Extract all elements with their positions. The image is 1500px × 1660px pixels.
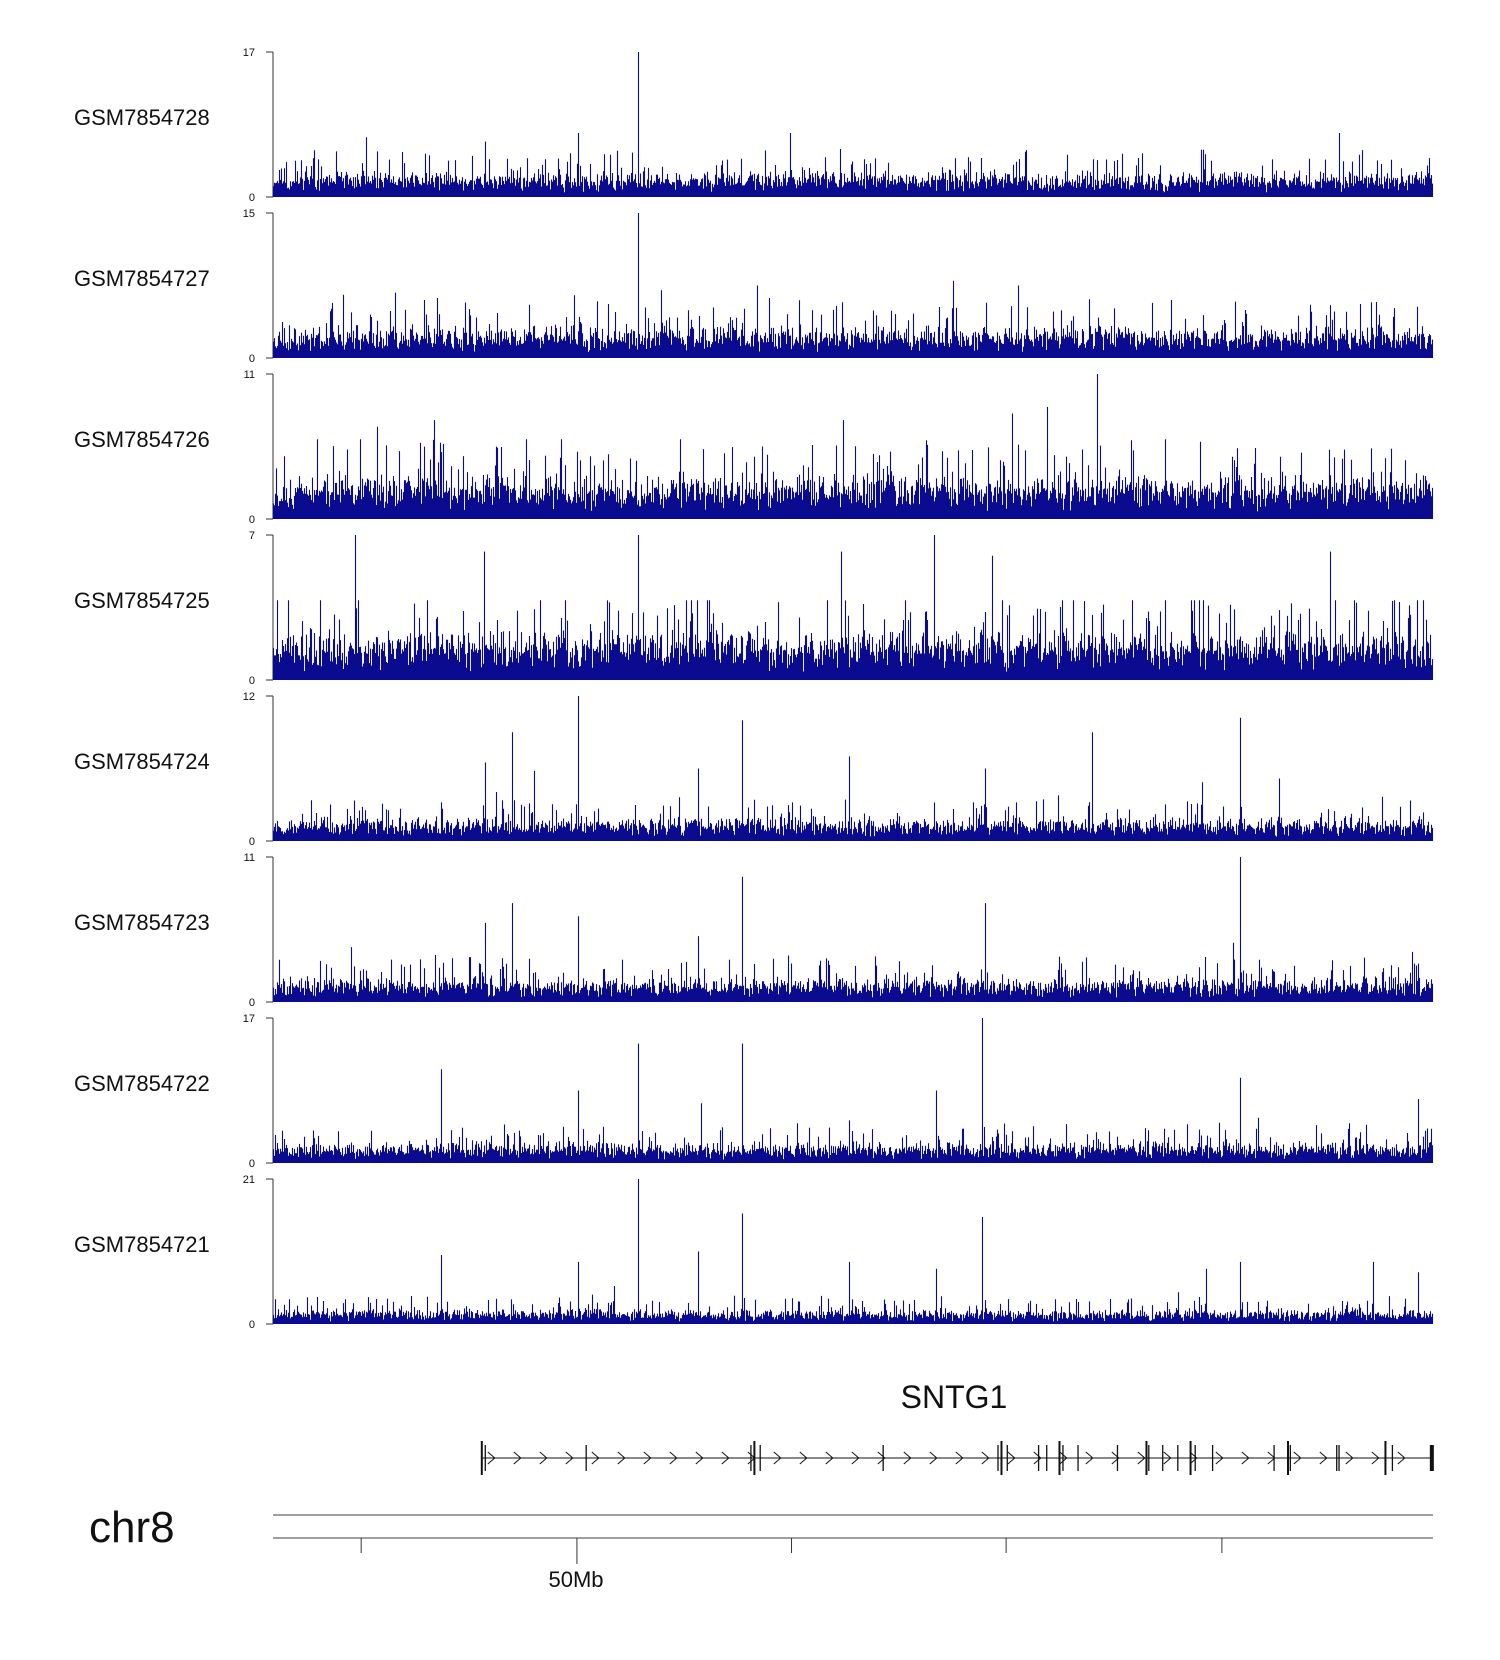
chromosome-label: chr8: [89, 1503, 175, 1552]
strand-arrow: [851, 1451, 860, 1465]
track-label: GSM7854727: [74, 266, 210, 291]
tracks-layer: GSM7854728170GSM7854727150GSM7854726110G…: [74, 47, 1434, 1331]
strand-arrow: [773, 1451, 782, 1465]
y-max-label: 11: [244, 852, 255, 864]
track-GSM7854728: GSM7854728 17 0: [74, 47, 1434, 204]
strand-arrow: [903, 1451, 912, 1465]
track-GSM7854725: GSM7854725 7 0: [74, 530, 1434, 687]
strand-arrow: [981, 1451, 990, 1465]
y-max-label: 11: [244, 369, 255, 381]
strand-arrow: [1163, 1451, 1172, 1465]
y-min-label: 0: [249, 836, 255, 848]
strand-arrow: [929, 1451, 938, 1465]
coverage-bars: [272, 1018, 1434, 1163]
axis-tick-label-50mb: 50Mb: [548, 1567, 603, 1592]
strand-arrow: [1241, 1451, 1250, 1465]
strand-arrow: [1319, 1451, 1328, 1465]
y-max-label: 17: [243, 47, 255, 59]
strand-arrow: [721, 1451, 730, 1465]
strand-arrow: [487, 1451, 496, 1465]
y-max-label: 17: [243, 1013, 255, 1025]
strand-arrow: [825, 1451, 834, 1465]
gene-name-label: SNTG1: [901, 1379, 1008, 1415]
strand-arrow: [643, 1451, 652, 1465]
track-label: GSM7854721: [74, 1232, 210, 1257]
strand-arrow: [513, 1451, 522, 1465]
chromosome-axis: chr8 50Mb: [89, 1503, 1433, 1592]
track-label: GSM7854726: [74, 427, 210, 452]
strand-arrow: [1189, 1451, 1198, 1465]
coverage-bars: [272, 374, 1434, 519]
track-label: GSM7854724: [74, 749, 210, 774]
strand-arrow: [1293, 1451, 1302, 1465]
strand-arrow: [1397, 1451, 1406, 1465]
strand-arrow: [1137, 1451, 1146, 1465]
strand-arrow: [799, 1451, 808, 1465]
strand-arrow: [617, 1451, 626, 1465]
y-min-label: 0: [249, 1319, 255, 1331]
strand-arrow: [1033, 1451, 1042, 1465]
coverage-bars: [272, 535, 1434, 680]
coverage-bars: [272, 857, 1434, 1002]
strand-arrow: [955, 1451, 964, 1465]
strand-arrow: [539, 1451, 548, 1465]
strand-arrow: [1085, 1451, 1094, 1465]
y-min-label: 0: [249, 1158, 255, 1170]
y-min-label: 0: [249, 997, 255, 1009]
track-GSM7854721: GSM7854721 21 0: [74, 1174, 1434, 1331]
y-max-label: 7: [249, 530, 255, 542]
strand-arrow: [1267, 1451, 1276, 1465]
y-min-label: 0: [249, 353, 255, 365]
strand-arrow: [565, 1451, 574, 1465]
strand-arrow: [1371, 1451, 1380, 1465]
strand-arrow: [1111, 1451, 1120, 1465]
track-GSM7854727: GSM7854727 15 0: [74, 208, 1434, 365]
strand-arrow: [591, 1451, 600, 1465]
coverage-bars: [272, 213, 1434, 358]
strand-arrow: [695, 1451, 704, 1465]
coverage-bars: [272, 1179, 1434, 1324]
track-label: GSM7854723: [74, 910, 210, 935]
y-min-label: 0: [249, 192, 255, 204]
track-label: GSM7854728: [74, 105, 210, 130]
gene-track: SNTG1: [480, 1379, 1434, 1475]
track-GSM7854726: GSM7854726 11 0: [74, 369, 1434, 526]
strand-arrow: [1215, 1451, 1224, 1465]
coverage-bars: [272, 696, 1434, 841]
strand-arrow: [1345, 1451, 1354, 1465]
axis-ticks: [360, 1538, 1223, 1564]
y-min-label: 0: [249, 675, 255, 687]
strand-arrow: [669, 1451, 678, 1465]
track-label: GSM7854722: [74, 1071, 210, 1096]
y-min-label: 0: [249, 514, 255, 526]
y-max-label: 21: [243, 1174, 255, 1186]
track-GSM7854722: GSM7854722 17 0: [74, 1013, 1434, 1170]
strand-arrow: [877, 1451, 886, 1465]
strand-arrow: [1059, 1451, 1068, 1465]
strand-arrow: [1007, 1451, 1016, 1465]
coverage-bars: [272, 52, 1434, 197]
y-max-label: 12: [243, 691, 255, 703]
track-GSM7854724: GSM7854724 12 0: [74, 691, 1434, 848]
track-label: GSM7854725: [74, 588, 210, 613]
y-max-label: 15: [243, 208, 255, 220]
track-GSM7854723: GSM7854723 11 0: [74, 852, 1434, 1009]
